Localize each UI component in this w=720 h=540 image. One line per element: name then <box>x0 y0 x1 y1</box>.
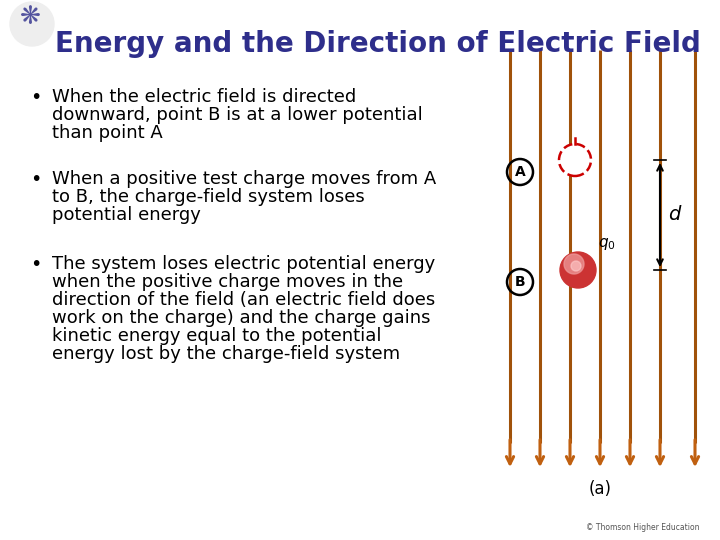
Text: kinetic energy equal to the potential: kinetic energy equal to the potential <box>52 327 382 345</box>
Text: •: • <box>30 88 41 107</box>
Circle shape <box>559 144 591 176</box>
Text: work on the charge) and the charge gains: work on the charge) and the charge gains <box>52 309 431 327</box>
Text: Energy and the Direction of Electric Field: Energy and the Direction of Electric Fie… <box>55 30 701 58</box>
Text: than point A: than point A <box>52 124 163 142</box>
Circle shape <box>564 254 584 274</box>
Text: © Thomson Higher Education: © Thomson Higher Education <box>587 523 700 532</box>
Text: $q_0$: $q_0$ <box>598 236 616 252</box>
Circle shape <box>571 261 581 271</box>
Text: (a): (a) <box>588 480 611 498</box>
Text: When the electric field is directed: When the electric field is directed <box>52 88 356 106</box>
Text: downward, point B is at a lower potential: downward, point B is at a lower potentia… <box>52 106 423 124</box>
Text: The system loses electric potential energy: The system loses electric potential ener… <box>52 255 436 273</box>
Text: A: A <box>515 165 526 179</box>
Text: energy lost by the charge-field system: energy lost by the charge-field system <box>52 345 400 363</box>
Text: When a positive test charge moves from A: When a positive test charge moves from A <box>52 170 436 188</box>
Text: $d$: $d$ <box>668 206 683 225</box>
Text: potential energy: potential energy <box>52 206 201 224</box>
Text: ❋: ❋ <box>20 5 41 29</box>
Text: •: • <box>30 255 41 274</box>
Text: B: B <box>515 275 526 289</box>
Text: when the positive charge moves in the: when the positive charge moves in the <box>52 273 403 291</box>
Text: to B, the charge-field system loses: to B, the charge-field system loses <box>52 188 365 206</box>
Text: direction of the field (an electric field does: direction of the field (an electric fiel… <box>52 291 436 309</box>
Circle shape <box>10 2 54 46</box>
Text: •: • <box>30 170 41 189</box>
Circle shape <box>560 252 596 288</box>
